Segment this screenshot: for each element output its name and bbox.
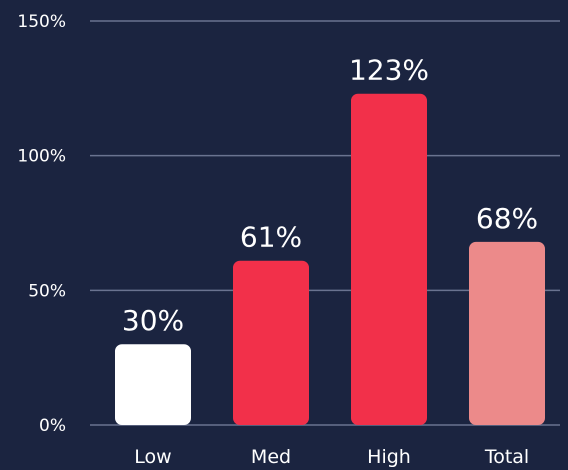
y-tick-label: 50% xyxy=(28,281,66,301)
bar-value-label: 61% xyxy=(240,221,302,254)
x-category-label: Total xyxy=(484,446,529,468)
y-tick-label: 150% xyxy=(17,12,66,32)
x-category-label: Low xyxy=(134,446,171,468)
bar-value-label: 30% xyxy=(122,304,184,337)
bar-value-label: 68% xyxy=(476,202,538,235)
bar xyxy=(351,93,427,425)
y-tick-label: 100% xyxy=(17,147,66,167)
bar xyxy=(115,344,191,425)
x-axis-category-labels: Low Med High Total xyxy=(134,446,529,468)
bar-value-labels: 30% 61% 123% 68% xyxy=(122,54,538,337)
bar xyxy=(469,241,545,425)
bars xyxy=(115,93,545,425)
bar xyxy=(233,260,309,425)
x-category-label: High xyxy=(367,446,411,468)
y-axis-tick-labels: 0% 50% 100% 150% xyxy=(17,12,66,436)
y-tick-label: 0% xyxy=(39,416,66,436)
x-category-label: Med xyxy=(251,446,291,468)
bar-value-label: 123% xyxy=(349,54,429,87)
